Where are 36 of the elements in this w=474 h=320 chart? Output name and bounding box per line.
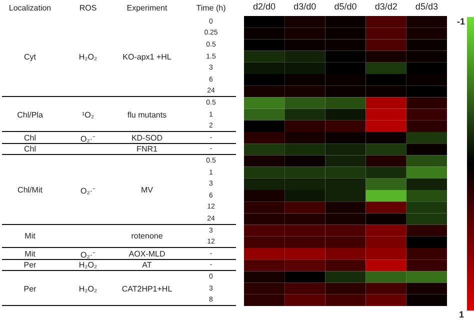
text: KD-SOD: [131, 133, 163, 142]
text: CAT2HP1+HL: [122, 284, 172, 294]
text: MV: [141, 186, 153, 194]
text: O₂·⁻: [80, 133, 96, 144]
text: AOX-MLD: [128, 249, 166, 258]
text: H₂O₂: [78, 284, 98, 294]
text: H₂O₂: [78, 52, 98, 62]
text: Experiment: [126, 4, 168, 12]
text: Cyt: [24, 52, 36, 62]
color-bar-label: -1: [456, 16, 465, 26]
x-tick-label: d5/d0: [334, 1, 357, 12]
text: Mit: [24, 232, 36, 241]
color-bar-label: 1: [458, 309, 464, 320]
text: ROS: [79, 4, 97, 12]
text: Per: [24, 284, 36, 294]
text: Chl: [24, 133, 36, 142]
text: FNR1: [136, 144, 158, 154]
x-tick-label: d3/d2: [374, 1, 398, 12]
text: O₂·⁻: [80, 186, 96, 196]
x-tick-label: d3/d0: [294, 1, 316, 12]
text: Localization: [8, 4, 52, 12]
y-axis-title: Time (h): [196, 4, 226, 12]
text: H₂O₂: [78, 260, 98, 270]
text: KO-apx1 +HL: [122, 52, 172, 62]
text: AT: [142, 260, 152, 270]
text: ¹O₂: [82, 110, 94, 120]
text: Per: [24, 260, 36, 270]
text: Mit: [24, 249, 36, 258]
text: Chl: [24, 144, 36, 154]
text: Chl/Mit: [18, 186, 42, 194]
text: O₂·⁻: [80, 249, 96, 260]
text: rotenone: [131, 232, 163, 241]
text: flu mutants: [127, 110, 167, 120]
x-tick-label: d2/d0: [253, 1, 276, 12]
text: Chl/Pla: [17, 110, 43, 120]
x-tick-label: d5/d3: [415, 1, 438, 12]
